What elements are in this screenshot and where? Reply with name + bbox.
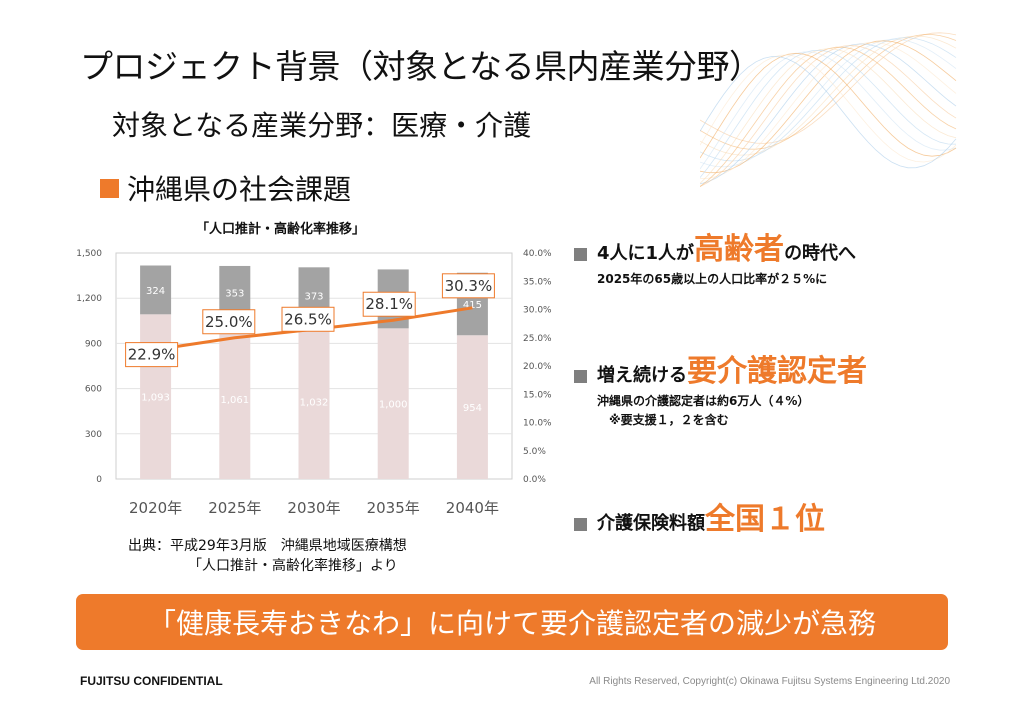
point-lead: 4人に1人が: [597, 243, 695, 264]
bar-value-label-lower: 954: [463, 403, 482, 414]
point-detail: 沖縄県の介護認定者は約6万人（４%）: [597, 394, 810, 408]
bar-segment-lower: [219, 319, 251, 479]
bar-segment-lower: [298, 323, 330, 479]
bar-segment-lower: [456, 335, 488, 479]
conclusion-banner-text: 「健康長寿おきなわ」に向けて要介護認定者の減少が急務: [147, 607, 876, 640]
bar-segment-lower: [140, 314, 172, 479]
wave-line: [700, 42, 957, 179]
rate-label-box: [441, 273, 495, 299]
y-axis-tick-label: 900: [85, 339, 102, 349]
confidential-label: FUJITSU CONFIDENTIAL: [80, 674, 223, 688]
y2-axis-tick-label: 0.0%: [523, 475, 546, 485]
x-axis-category-label: 2040年: [446, 499, 499, 517]
rate-label-box: [362, 291, 416, 317]
x-axis-category-label: 2020年: [129, 499, 182, 517]
wave-line: [700, 48, 957, 184]
y2-axis-tick-label: 15.0%: [523, 390, 552, 400]
y2-axis-tick-label: 40.0%: [523, 249, 552, 259]
wave-line: [700, 54, 957, 163]
decorative-wave-lines: [700, 32, 957, 187]
copyright-notice: All Rights Reserved, Copyright(c) Okinaw…: [589, 676, 950, 687]
population-aging-chart: 0 300 600 900 1,200 1,500 0.0% 5.0% 10.0% 15.0% 20…: [76, 249, 552, 517]
rate-data-label: 22.9%: [128, 346, 176, 364]
wave-line: [700, 52, 957, 159]
y2-axis-tick-label: 25.0%: [523, 334, 552, 344]
rate-data-label: 26.5%: [284, 310, 332, 328]
point-detail: 2025年の65歳以上の人口比率が２５%に: [597, 272, 828, 286]
wave-line: [700, 37, 957, 162]
y2-axis-tick-label: 20.0%: [523, 362, 552, 372]
bar-value-label-lower: 1,093: [141, 393, 170, 404]
y2-axis-tick-label: 35.0%: [523, 277, 552, 287]
wave-line: [700, 56, 957, 169]
gray-square-bullet-icon: [574, 518, 587, 531]
wave-line: [700, 51, 957, 170]
gray-square-bullet-icon: [574, 370, 587, 383]
y2-axis-tick-label: 10.0%: [523, 419, 552, 429]
point-insurance: 介護保険料額全国１位: [574, 494, 825, 538]
point-care-certified: 増え続ける要介護認定者 沖縄県の介護認定者は約6万人（４%） ※要支援１，２を含…: [574, 346, 867, 428]
bar-value-label-lower: 1,061: [220, 395, 249, 406]
source-line-1: 出典：平成29年3月版 沖縄県地域医療構想: [128, 538, 407, 554]
section-heading: 沖縄県の社会課題: [100, 168, 351, 208]
y-axis-tick-label: 0: [96, 475, 102, 485]
y-axis-tick-label: 1,500: [76, 249, 102, 259]
y-axis-tick-label: 600: [85, 385, 102, 395]
wave-line: [700, 35, 957, 156]
rate-data-label: 28.1%: [365, 295, 413, 313]
rate-label-box: [125, 342, 179, 368]
bar-segment-lower: [377, 328, 409, 479]
wave-line: [700, 40, 957, 174]
bar-value-label-upper: 373: [304, 291, 323, 302]
orange-square-icon: [100, 178, 119, 198]
point-lead: 増え続ける: [597, 365, 687, 386]
bar-value-label-upper: 324: [146, 286, 165, 297]
rate-data-label: 30.3%: [445, 277, 493, 295]
bar-segment-upper: [140, 265, 172, 315]
rate-data-label: 25.0%: [205, 313, 253, 331]
source-note: 出典：平成29年3月版 沖縄県地域医療構想 「人口推計・高齢化率推移」より: [128, 536, 407, 576]
wave-line: [700, 43, 957, 185]
wave-line: [700, 49, 957, 178]
bar-value-label-upper: 353: [225, 289, 244, 300]
point-tail: の時代へ: [784, 243, 857, 264]
bar-value-label-lower: 1,000: [379, 400, 408, 411]
page-title: プロジェクト背景（対象となる県内産業分野）: [80, 47, 762, 86]
rate-label-box: [202, 309, 256, 335]
y-axis-tick-label: 300: [85, 430, 102, 440]
x-axis-category-label: 2030年: [287, 499, 340, 517]
gray-square-bullet-icon: [574, 248, 587, 261]
x-axis-category-label: 2035年: [367, 499, 420, 517]
point-detail-note: ※要支援１，２を含む: [609, 413, 729, 427]
bar-value-label-upper: 415: [463, 300, 482, 311]
x-axis-category-label: 2025年: [208, 499, 261, 517]
point-lead: 介護保険料額: [597, 513, 705, 534]
page-subtitle: 対象となる産業分野：医療・介護: [112, 109, 532, 142]
point-highlight: 全国１位: [705, 502, 825, 537]
rate-label-box: [281, 306, 335, 332]
section-heading-label: 沖縄県の社会課題: [127, 173, 352, 206]
source-line-2: 「人口推計・高齢化率推移」より: [188, 558, 398, 574]
y-axis-tick-label: 1,200: [76, 294, 102, 304]
bar-value-label-lower: 1,032: [300, 397, 329, 408]
y2-axis-tick-label: 30.0%: [523, 306, 552, 316]
conclusion-banner: 「健康長寿おきなわ」に向けて要介護認定者の減少が急務: [76, 594, 948, 650]
point-highlight: 高齢者: [694, 232, 785, 267]
y2-axis-tick-label: 5.0%: [523, 447, 546, 457]
point-elderly: 4人に1人が高齢者の時代へ 2025年の65歳以上の人口比率が２５%に: [574, 224, 856, 287]
point-highlight: 要介護認定者: [687, 354, 867, 389]
chart-title: 「人口推計・高齢化率推移」: [196, 222, 366, 237]
